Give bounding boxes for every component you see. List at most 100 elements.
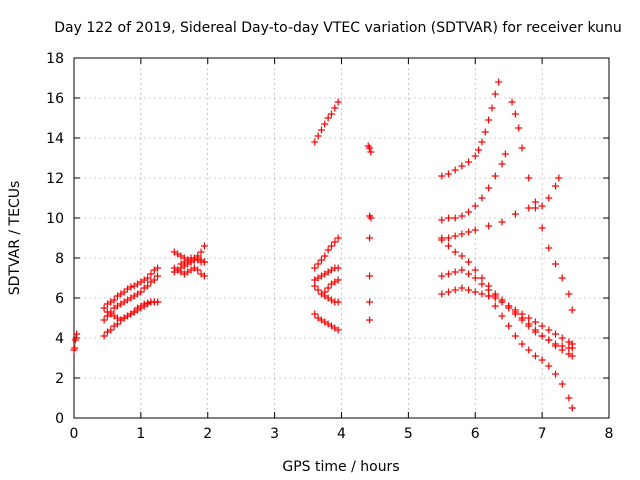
data-point: [331, 104, 339, 112]
data-point: [538, 322, 546, 330]
data-marks: [70, 78, 576, 412]
data-point: [445, 242, 452, 250]
series-s14: [311, 310, 342, 334]
data-point: [147, 270, 155, 278]
data-point: [445, 288, 452, 296]
data-point: [200, 242, 208, 250]
x-tick-label: 4: [337, 426, 346, 442]
data-point: [367, 214, 375, 222]
data-point: [438, 272, 446, 280]
data-point: [531, 204, 539, 212]
data-point: [72, 334, 80, 342]
series-s22: [438, 78, 503, 180]
data-point: [568, 404, 576, 412]
data-point: [485, 184, 493, 192]
x-tick-label: 1: [136, 426, 145, 442]
data-point: [311, 310, 319, 318]
series-s9: [177, 254, 208, 268]
data-point: [471, 266, 479, 274]
axis-ticks: [73, 57, 610, 419]
data-point: [438, 236, 446, 244]
y-tick-label: 16: [46, 91, 64, 107]
series-s1: [70, 330, 81, 354]
data-point: [458, 212, 466, 220]
data-point: [511, 210, 519, 218]
data-point: [485, 292, 493, 300]
data-point: [324, 114, 332, 122]
data-point: [531, 318, 539, 326]
data-point: [137, 288, 145, 296]
data-point: [491, 294, 499, 302]
data-point: [565, 290, 573, 298]
data-point: [568, 352, 576, 360]
data-point: [471, 288, 479, 296]
data-point: [194, 266, 202, 274]
series-s12: [311, 264, 342, 284]
data-point: [525, 314, 533, 322]
data-point: [498, 312, 506, 320]
data-point: [518, 340, 526, 348]
series-s19: [366, 272, 374, 280]
data-point: [314, 286, 322, 294]
data-point: [334, 234, 342, 242]
data-point: [100, 316, 108, 324]
data-point: [531, 326, 539, 334]
data-point: [327, 110, 335, 118]
data-point: [511, 308, 519, 316]
y-tick-label: 10: [46, 211, 64, 227]
data-point: [478, 138, 486, 146]
data-point: [451, 286, 459, 294]
data-point: [366, 234, 374, 242]
data-point: [314, 132, 322, 140]
y-tick-label: 6: [55, 291, 64, 307]
data-point: [327, 242, 335, 250]
y-tick-label: 2: [55, 371, 64, 387]
series-s16: [364, 142, 375, 156]
x-tick-label: 7: [538, 426, 547, 442]
data-point: [144, 274, 152, 282]
data-point: [518, 144, 526, 152]
data-point: [498, 218, 506, 226]
data-point: [438, 290, 446, 298]
data-point: [565, 394, 573, 402]
data-point: [113, 320, 121, 328]
data-point: [485, 116, 493, 124]
data-point: [311, 264, 319, 272]
series-s25: [508, 98, 576, 314]
data-point: [317, 126, 325, 134]
data-point: [475, 146, 483, 154]
series-s21: [366, 316, 374, 324]
series-s11: [311, 234, 342, 272]
data-point: [465, 258, 473, 266]
chart-title: Day 122 of 2019, Sidereal Day-to-day VTE…: [54, 20, 622, 36]
data-point: [71, 344, 79, 352]
data-point: [465, 208, 473, 216]
data-point: [458, 162, 466, 170]
data-point: [451, 214, 459, 222]
data-point: [538, 202, 546, 210]
data-point: [445, 234, 452, 242]
data-point: [471, 274, 479, 282]
data-point: [568, 344, 576, 352]
y-tick-label: 0: [55, 411, 64, 427]
data-point: [491, 90, 499, 98]
data-point: [545, 326, 553, 334]
data-point: [321, 288, 329, 296]
data-point: [478, 194, 486, 202]
data-point: [154, 264, 162, 272]
data-point: [451, 268, 459, 276]
data-point: [518, 314, 526, 322]
y-tick-label: 18: [46, 51, 64, 67]
x-tick-label: 0: [70, 426, 79, 442]
data-point: [366, 316, 374, 324]
data-point: [471, 152, 479, 160]
data-point: [545, 244, 553, 252]
y-tick-label: 14: [46, 131, 64, 147]
data-point: [508, 98, 516, 106]
data-point: [491, 302, 499, 310]
data-point: [481, 128, 489, 136]
data-point: [545, 194, 553, 202]
data-point: [445, 170, 452, 178]
data-point: [458, 284, 466, 292]
data-point: [568, 306, 576, 314]
